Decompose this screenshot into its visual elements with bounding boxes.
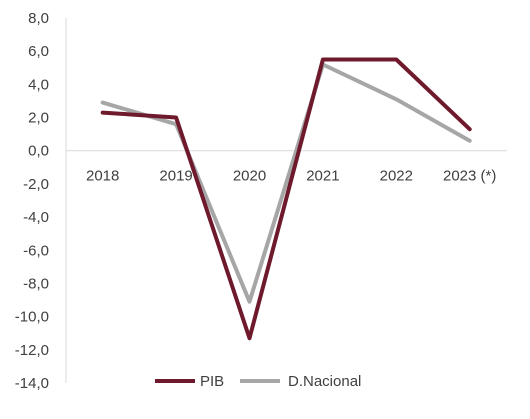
x-tick-label: 2022	[380, 168, 413, 185]
x-tick-label: 2018	[86, 168, 119, 185]
x-tick-label: 2020	[233, 168, 266, 185]
x-tick-label: 2023 (*)	[443, 168, 496, 185]
legend: PIB D.Nacional	[155, 373, 361, 390]
y-tick-label: 6,0	[28, 43, 49, 60]
y-tick-label: 0,0	[28, 143, 49, 160]
y-axis: 8,0 6,0 4,0 2,0 0,0 -2,0 -4,0 -6,0 -8,0 -10,0 -12,…	[15, 10, 67, 392]
series-layer	[100, 57, 472, 341]
y-tick-label: -4,0	[23, 209, 49, 226]
y-tick-label: -8,0	[23, 275, 49, 292]
y-tick-label: -10,0	[15, 309, 49, 326]
y-tick-label: 4,0	[28, 76, 49, 93]
series-line-pib	[100, 57, 472, 341]
x-tick-label: 2019	[159, 168, 192, 185]
x-tick-label: 2021	[306, 168, 339, 185]
y-tick-label: -6,0	[23, 242, 49, 259]
legend-label-pib: PIB	[200, 373, 224, 390]
legend-label-d-nacional: D.Nacional	[288, 373, 361, 390]
y-tick-label: -12,0	[15, 342, 49, 359]
x-axis: 2018 2019 2020 2021 2022 2023 (*)	[66, 150, 507, 185]
y-tick-label: -2,0	[23, 176, 49, 193]
series-line-d-nacional	[100, 62, 472, 304]
y-tick-label: -14,0	[15, 375, 49, 392]
y-tick-label: 2,0	[28, 110, 49, 127]
y-tick-label: 8,0	[28, 10, 49, 27]
